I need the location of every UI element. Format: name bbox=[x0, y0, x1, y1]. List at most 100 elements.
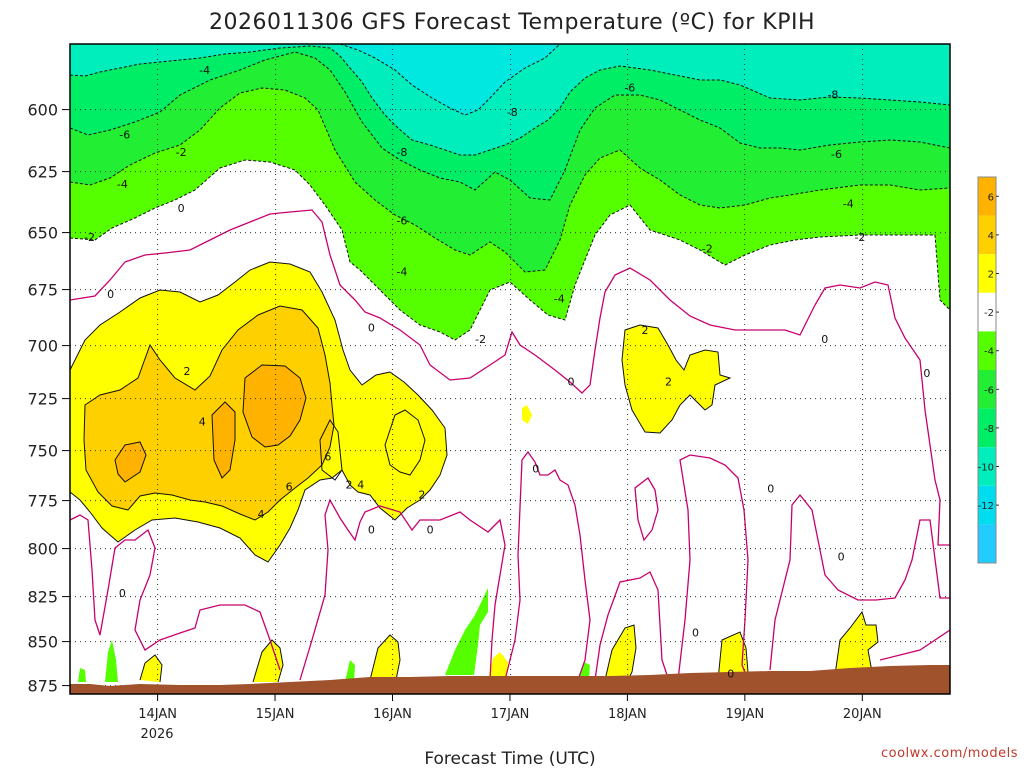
contour-label: 4 bbox=[199, 415, 206, 428]
contour-label: 2 bbox=[183, 365, 190, 378]
zero-contour-lower-2 bbox=[299, 498, 506, 681]
y-tick-label: 775 bbox=[27, 492, 58, 511]
contour-label: -2 bbox=[176, 146, 187, 159]
contour-label: 0 bbox=[923, 367, 930, 380]
contour-label: 0 bbox=[532, 463, 539, 476]
contour-label: 0 bbox=[767, 483, 774, 496]
zero-contour-upper bbox=[70, 209, 950, 546]
grid-lines bbox=[70, 44, 950, 694]
contour-line-plus4-15jan bbox=[319, 419, 343, 481]
contour-label: 2 bbox=[346, 479, 353, 492]
surface-warm-blob bbox=[370, 635, 400, 680]
band-minus10-to-minus12 bbox=[340, 44, 560, 115]
band-plus6-small bbox=[115, 442, 146, 482]
contour-line-plus2-surface-3 bbox=[369, 634, 401, 681]
zero-contour-lower-5 bbox=[677, 454, 749, 681]
colorbar-segment bbox=[978, 331, 996, 370]
contour-label: -2 bbox=[475, 333, 486, 346]
contour-label: -4 bbox=[554, 293, 565, 306]
colorbar-segment bbox=[978, 408, 996, 448]
band-plus6-sliver bbox=[212, 402, 235, 478]
colorbar-segment bbox=[978, 215, 996, 255]
x-tick-label: 20JAN bbox=[843, 707, 882, 722]
y-tick-label: 800 bbox=[27, 540, 58, 559]
credit-text: coolwx.com/models bbox=[881, 746, 1018, 761]
y-tick-label: 825 bbox=[27, 588, 58, 607]
contour-label: -4 bbox=[843, 197, 854, 210]
band-minus8-to-minus10 bbox=[70, 44, 950, 155]
colorbar-tick-label: -2 bbox=[984, 308, 994, 319]
surface-warm-blob bbox=[488, 652, 508, 680]
contour-label: 2 bbox=[642, 324, 649, 337]
contour-line-plus2-16jan bbox=[384, 409, 426, 476]
x-tick-label: 16JAN bbox=[373, 707, 412, 722]
ground-terrain bbox=[70, 665, 950, 694]
contour-label: -6 bbox=[831, 148, 842, 161]
chart-title: 2026011306 GFS Forecast Temperature (ºC)… bbox=[209, 10, 815, 35]
contour-line-plus2-surface-4 bbox=[604, 624, 637, 681]
x-tick-label: 14JAN bbox=[138, 707, 177, 722]
colorbar-segment bbox=[978, 524, 996, 563]
contour-line-minus6 bbox=[70, 51, 950, 201]
contour-label: 2 bbox=[665, 376, 672, 389]
contour-label: 0 bbox=[368, 523, 375, 536]
contour-label: 2 bbox=[418, 489, 425, 502]
contour-label: 4 bbox=[257, 508, 264, 521]
x-tick-label: 17JAN bbox=[491, 707, 530, 722]
contour-line-minus10 bbox=[339, 44, 561, 116]
y-tick-label: 700 bbox=[27, 337, 58, 356]
contour-line-plus4 bbox=[83, 305, 335, 521]
contour-label: -6 bbox=[119, 128, 130, 141]
x-tick-label: 19JAN bbox=[725, 707, 764, 722]
surface-cold-blob bbox=[105, 640, 118, 682]
band-warm-island-18jan bbox=[622, 325, 730, 433]
contour-label: -8 bbox=[396, 146, 407, 159]
y-axis: 600 625 650 675 700 725 750 775 800 825 850 875 bbox=[27, 101, 70, 696]
colorbar-segment bbox=[978, 254, 996, 293]
contour-label: 0 bbox=[368, 322, 375, 335]
contour-label: -2 bbox=[84, 231, 95, 244]
colorbar-tick-label: 6 bbox=[988, 192, 994, 203]
contour-label: -4 bbox=[396, 265, 407, 278]
contour-line-plus6-small bbox=[114, 441, 147, 483]
surface-warm-blob bbox=[140, 655, 162, 682]
contour-line-plus2 bbox=[70, 261, 448, 563]
contour-line-plus6-sliver bbox=[211, 401, 236, 479]
contour-line-plus2-island-18jan bbox=[621, 324, 732, 434]
zero-contours bbox=[70, 209, 950, 681]
colorbar: 6 4 2 -2 -4 -6 -8 -10 -12 bbox=[977, 176, 999, 564]
contour-label: -4 bbox=[117, 178, 128, 191]
contour-label: 4 bbox=[357, 479, 364, 492]
contour-label: -8 bbox=[827, 89, 838, 102]
contour-line-plus2-surface-6 bbox=[834, 610, 879, 676]
contour-label: 6 bbox=[324, 451, 331, 464]
contour-line-minus2 bbox=[70, 159, 950, 341]
y-tick-label: 750 bbox=[27, 442, 58, 461]
y-tick-label: 675 bbox=[27, 281, 58, 300]
contour-label: 0 bbox=[692, 627, 699, 640]
colorbar-tick-label: -6 bbox=[984, 385, 994, 396]
colorbar-frame bbox=[977, 176, 997, 564]
zero-contour-lower-3 bbox=[504, 450, 591, 681]
band-plus6-above bbox=[243, 365, 306, 447]
contour-label: -2 bbox=[702, 243, 713, 256]
surface-cold-blob bbox=[579, 662, 590, 678]
contour-label: 6 bbox=[286, 481, 293, 494]
colorbar-segment bbox=[978, 177, 996, 216]
contour-label: 0 bbox=[821, 333, 828, 346]
colorbar-tick-label: 4 bbox=[988, 231, 994, 242]
contour-label: -2 bbox=[854, 231, 865, 244]
y-tick-label: 650 bbox=[27, 224, 58, 243]
colorbar-tick-label: -10 bbox=[978, 463, 994, 474]
zero-contour-17jan-loop bbox=[634, 477, 659, 542]
colorbar-segment bbox=[978, 292, 996, 332]
y-tick-label: 625 bbox=[27, 163, 58, 182]
contour-label: -6 bbox=[396, 214, 407, 227]
colorbar-segment bbox=[978, 485, 996, 525]
contour-line-plus6 bbox=[242, 364, 307, 448]
contour-label: -8 bbox=[507, 106, 518, 119]
band-warm-17jan-small bbox=[522, 405, 532, 424]
